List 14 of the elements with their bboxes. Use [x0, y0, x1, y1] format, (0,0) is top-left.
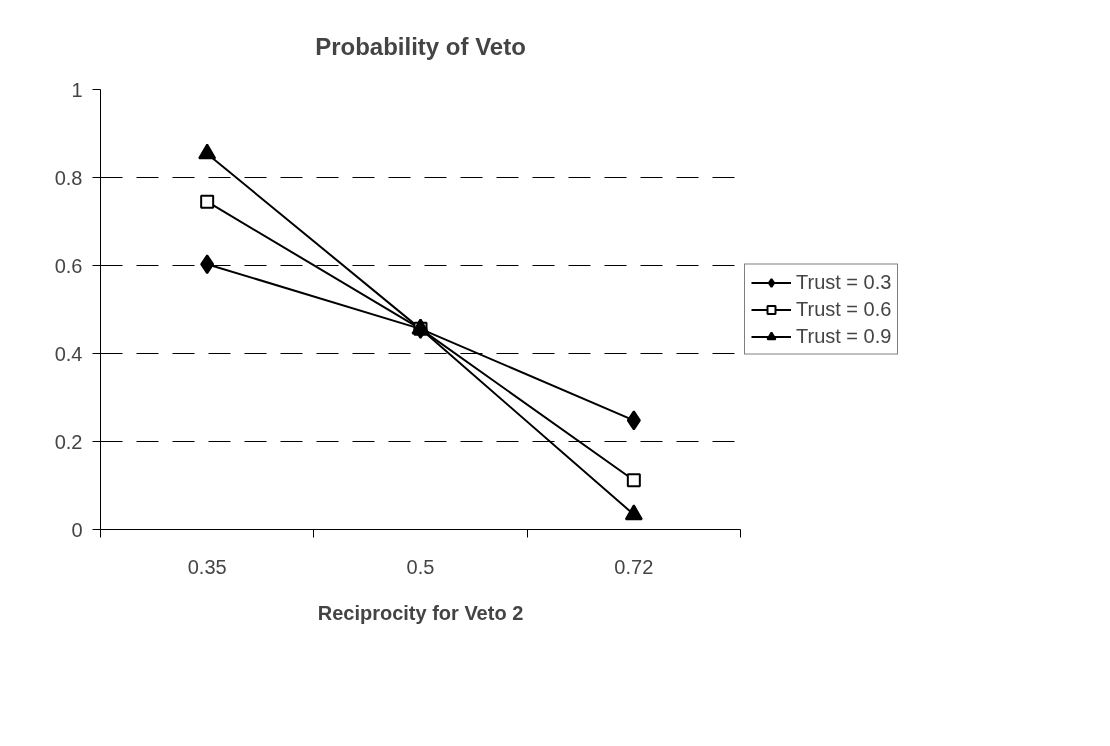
- x-axis-title: Reciprocity for Veto 2: [317, 601, 524, 624]
- y-tick-label: 0.6: [54, 254, 83, 277]
- legend-label: Trust = 0.6: [796, 297, 892, 321]
- y-tick-label: 0.8: [54, 166, 83, 189]
- y-tick-label: 0: [71, 518, 83, 541]
- x-tick-label: 0.35: [187, 555, 227, 578]
- x-tick-label: 0.72: [614, 555, 654, 578]
- legend-label: Trust = 0.9: [796, 324, 892, 348]
- chart-title: Probability of Veto: [315, 32, 526, 60]
- y-tick-label: 0.2: [54, 430, 83, 453]
- y-tick-label: 0.4: [54, 342, 83, 365]
- x-tick-label: 0.5: [406, 555, 435, 578]
- y-tick-label: 1: [71, 78, 83, 101]
- legend-label: Trust = 0.3: [796, 270, 892, 294]
